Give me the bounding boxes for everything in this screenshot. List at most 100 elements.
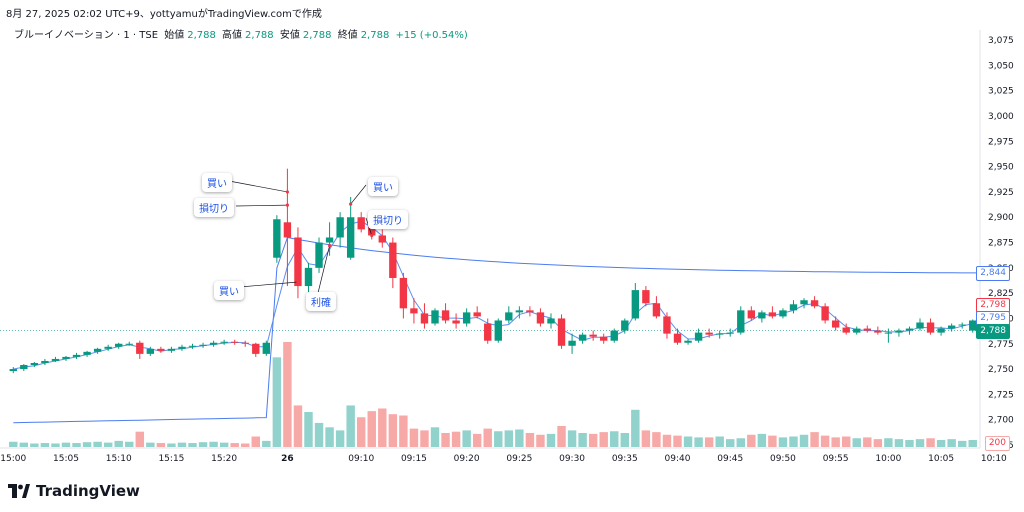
candle-body — [631, 290, 640, 319]
y-tick-label: 3,000 — [988, 112, 1014, 122]
candle-body — [420, 313, 429, 324]
volume-bar — [156, 443, 166, 447]
volume-bar — [72, 443, 81, 447]
volume-bar — [283, 342, 292, 447]
volume-bar — [894, 439, 904, 447]
candle-body — [452, 320, 460, 324]
volume-bar — [936, 440, 946, 447]
candle-body — [220, 341, 228, 343]
candle-body — [642, 290, 650, 304]
volume-bar — [810, 432, 819, 447]
volume-bar — [209, 441, 218, 447]
candle-body — [947, 325, 956, 329]
close-label: 終値 — [337, 30, 358, 41]
annotation-stoploss-2[interactable]: 損切り — [368, 210, 408, 229]
candle-body — [905, 328, 914, 331]
volume-bar — [451, 431, 461, 447]
annotation-pointer — [350, 184, 367, 205]
y-tick-label: 2,900 — [988, 213, 1014, 223]
volume-bar — [356, 417, 366, 447]
volume-bar — [757, 433, 767, 447]
candle-body — [663, 316, 671, 334]
volume-bar — [926, 438, 935, 447]
candle-body — [916, 322, 924, 329]
volume-bar — [188, 443, 197, 447]
volume-bar — [968, 440, 977, 447]
annotation-buy-2[interactable]: 買い — [368, 177, 398, 196]
volume-bar — [30, 443, 39, 447]
candle-body — [431, 310, 439, 324]
volume-tag: 200 — [984, 436, 1010, 451]
volume-bar — [715, 436, 724, 447]
volume-bar — [504, 430, 514, 447]
tradingview-logo-icon — [8, 484, 30, 498]
candle-body — [789, 304, 798, 311]
annotation-anchor-dot — [296, 280, 300, 284]
candle-body — [874, 330, 882, 333]
annotation-stoploss-1[interactable]: 損切り — [194, 198, 234, 217]
candle-body — [578, 334, 587, 341]
candle-body — [72, 354, 81, 357]
annotation-buy-3[interactable]: 買い — [214, 281, 244, 300]
volume-bar — [915, 439, 925, 447]
y-tick-label: 2,975 — [988, 137, 1014, 147]
candle-body — [325, 237, 334, 243]
candle-body — [357, 217, 365, 230]
candle-body — [410, 308, 418, 314]
candle-body — [800, 300, 808, 305]
candle-body — [821, 306, 829, 321]
candle-body — [737, 310, 745, 333]
volume-bar — [304, 412, 313, 447]
y-tick-label: 2,725 — [988, 390, 1014, 400]
volume-bar — [852, 438, 861, 447]
candle-body — [484, 323, 492, 341]
candle-body — [199, 344, 207, 346]
candle-body — [93, 348, 102, 352]
candle-body — [557, 318, 566, 346]
candle-body — [694, 332, 703, 341]
volume-bar — [578, 433, 587, 447]
candle-body — [209, 342, 218, 345]
candle-body — [473, 312, 481, 317]
x-tick-label: 10:00 — [875, 454, 901, 464]
y-tick-label: 2,950 — [988, 163, 1014, 173]
volume-bar — [820, 435, 830, 447]
y-tick-label: 2,775 — [988, 340, 1014, 350]
moving-average-line — [13, 220, 973, 370]
volume-bar — [873, 439, 883, 447]
volume-bar — [494, 431, 503, 447]
volume-bar — [430, 427, 440, 447]
price-chart[interactable]: 3,075 3,050 3,025 3,000 2,975 2,950 2,925 2,900… — [0, 0, 1024, 470]
candle-body — [399, 277, 408, 309]
volume-bar — [747, 434, 756, 447]
annotation-pointer — [317, 245, 330, 294]
volume-bar — [599, 432, 608, 447]
candle-body — [958, 324, 966, 326]
volume-bar — [631, 409, 640, 447]
x-tick-label: 09:40 — [665, 454, 691, 464]
tradingview-logo[interactable]: TradingView — [8, 482, 140, 500]
volume-bar — [9, 441, 18, 447]
candle-body — [779, 310, 787, 317]
x-tick-label: 09:10 — [348, 454, 374, 464]
annotation-pointer — [235, 204, 288, 207]
candle-body — [842, 327, 850, 333]
candle-body — [600, 336, 608, 341]
candle-body — [378, 235, 386, 243]
annotation-take-profit[interactable]: 利確 — [306, 292, 336, 311]
annotation-buy-1[interactable]: 買い — [202, 173, 232, 192]
volume-bar — [293, 405, 303, 447]
high-label: 高値 — [222, 30, 243, 41]
candle-body — [51, 358, 60, 361]
annotation-anchor-dot — [285, 190, 290, 194]
volume-bar — [198, 442, 208, 447]
volume-bar — [789, 436, 798, 447]
candle-body — [853, 328, 861, 333]
candle-body — [62, 356, 70, 359]
x-tick-label: 15:20 — [211, 454, 237, 464]
candle-body — [684, 340, 692, 343]
vwap-line — [13, 236, 980, 424]
x-tick-label: 15:05 — [53, 454, 79, 464]
volume-bar — [314, 422, 324, 447]
y-tick-label: 2,875 — [988, 239, 1014, 249]
